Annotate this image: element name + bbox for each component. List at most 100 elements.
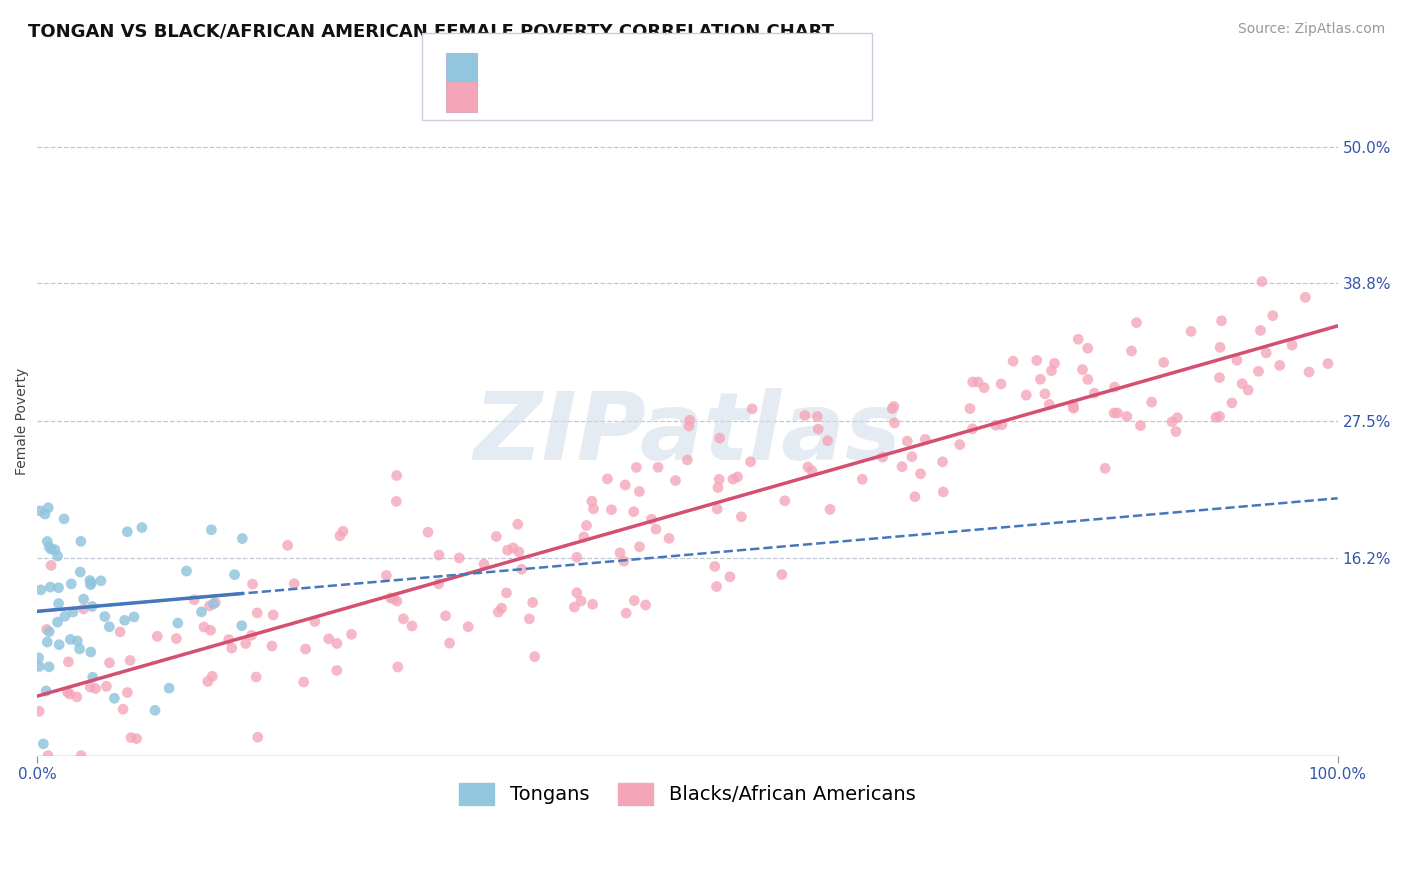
- Point: [165, 632, 187, 646]
- Point: [1094, 461, 1116, 475]
- Point: [1025, 353, 1047, 368]
- Point: [991, 417, 1014, 432]
- Point: [326, 636, 349, 650]
- Point: [1250, 323, 1272, 337]
- Point: [679, 413, 702, 427]
- Point: [80, 575, 103, 590]
- Point: [485, 529, 508, 543]
- Point: [614, 478, 637, 492]
- Point: [1077, 372, 1099, 386]
- Text: 200: 200: [638, 87, 676, 106]
- Point: [1015, 388, 1038, 402]
- Point: [66, 690, 89, 704]
- Point: [449, 551, 471, 566]
- Point: [851, 472, 873, 486]
- Point: [984, 418, 1007, 433]
- Point: [949, 437, 972, 451]
- Point: [1211, 314, 1233, 328]
- Point: [797, 460, 820, 475]
- Point: [143, 703, 166, 717]
- Point: [1281, 338, 1303, 352]
- Point: [740, 455, 762, 469]
- Point: [375, 568, 398, 582]
- Point: [46, 549, 69, 563]
- Point: [60, 577, 83, 591]
- Point: [773, 493, 796, 508]
- Point: [1115, 409, 1137, 424]
- Point: [901, 450, 924, 464]
- Point: [80, 599, 103, 614]
- Point: [329, 529, 352, 543]
- Point: [707, 472, 730, 486]
- Point: [114, 613, 136, 627]
- Text: 56: 56: [638, 58, 664, 77]
- Point: [70, 534, 93, 549]
- Point: [510, 562, 533, 576]
- Point: [623, 505, 645, 519]
- Point: [496, 543, 519, 558]
- Point: [973, 381, 995, 395]
- Point: [44, 542, 66, 557]
- Point: [1002, 354, 1025, 368]
- Point: [37, 635, 59, 649]
- Text: TONGAN VS BLACK/AFRICAN AMERICAN FEMALE POVERTY CORRELATION CHART: TONGAN VS BLACK/AFRICAN AMERICAN FEMALE …: [28, 22, 834, 40]
- Point: [1164, 425, 1187, 439]
- Legend: Tongans, Blacks/African Americans: Tongans, Blacks/African Americans: [451, 775, 924, 813]
- Point: [385, 468, 408, 483]
- Point: [582, 597, 605, 611]
- Point: [1261, 309, 1284, 323]
- Point: [727, 470, 749, 484]
- Point: [1153, 355, 1175, 369]
- Point: [30, 582, 52, 597]
- Point: [176, 564, 198, 578]
- Point: [231, 618, 253, 632]
- Point: [72, 592, 94, 607]
- Point: [401, 619, 423, 633]
- Point: [200, 523, 222, 537]
- Point: [56, 685, 79, 699]
- Point: [262, 607, 284, 622]
- Point: [1129, 418, 1152, 433]
- Point: [90, 574, 112, 588]
- Point: [72, 602, 94, 616]
- Point: [1125, 316, 1147, 330]
- Point: [517, 612, 540, 626]
- Point: [80, 645, 103, 659]
- Point: [82, 670, 104, 684]
- Point: [1062, 400, 1084, 414]
- Point: [770, 567, 793, 582]
- Point: [807, 422, 830, 436]
- Point: [235, 636, 257, 650]
- Point: [872, 450, 894, 465]
- Point: [1062, 397, 1084, 411]
- Point: [166, 615, 188, 630]
- Point: [1298, 365, 1320, 379]
- Point: [79, 578, 101, 592]
- Point: [218, 632, 240, 647]
- Point: [120, 731, 142, 745]
- Text: Source: ZipAtlas.com: Source: ZipAtlas.com: [1237, 22, 1385, 37]
- Point: [962, 422, 984, 436]
- Point: [69, 565, 91, 579]
- Point: [35, 684, 58, 698]
- Point: [112, 702, 135, 716]
- Point: [581, 494, 603, 508]
- Point: [131, 520, 153, 534]
- Point: [98, 620, 121, 634]
- Point: [486, 605, 509, 619]
- Point: [277, 538, 299, 552]
- Point: [35, 623, 58, 637]
- Point: [28, 659, 51, 673]
- Point: [98, 656, 121, 670]
- Text: N =: N =: [599, 58, 638, 77]
- Point: [472, 558, 495, 572]
- Point: [292, 675, 315, 690]
- Point: [38, 540, 60, 554]
- Point: [596, 472, 619, 486]
- Point: [1063, 401, 1085, 416]
- Point: [721, 472, 744, 486]
- Point: [1043, 356, 1066, 370]
- Point: [146, 629, 169, 643]
- Point: [202, 597, 225, 611]
- Point: [658, 532, 681, 546]
